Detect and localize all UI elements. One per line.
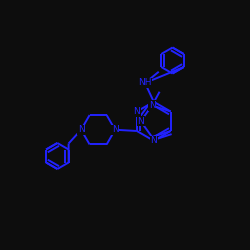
Text: N: N (137, 117, 144, 126)
Text: N: N (112, 125, 118, 134)
Text: NH: NH (138, 78, 152, 88)
Text: N: N (78, 125, 84, 134)
Text: N: N (134, 107, 140, 116)
Text: N: N (149, 101, 156, 110)
Text: N: N (150, 136, 157, 145)
